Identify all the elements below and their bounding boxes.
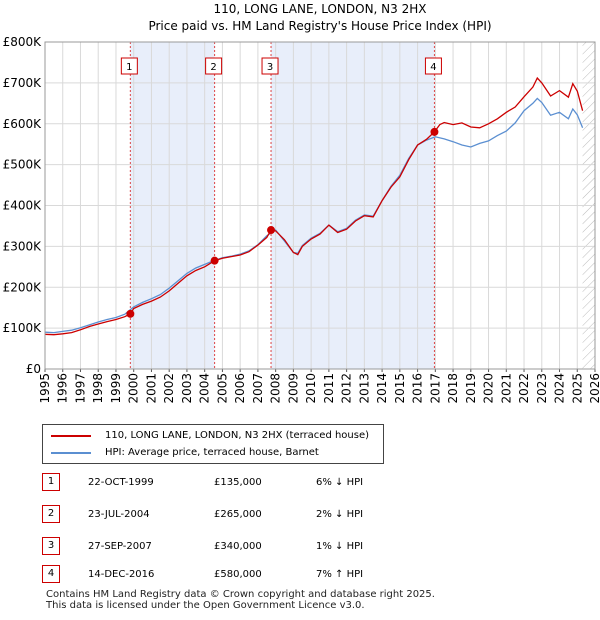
y-tick-label: £800K [3,35,43,49]
transaction-date: 22-OCT-1999 [88,477,154,488]
x-tick-label: 1997 [73,373,87,404]
x-tick-label: 2005 [215,373,229,404]
x-tick-label: 1996 [56,373,70,404]
transaction-hpi: 2% ↓ HPI [316,509,364,520]
x-tick-label: 2013 [357,373,371,404]
y-tick-label: £400K [3,199,43,213]
y-tick-label: £100K [3,321,43,335]
x-tick-label: 2000 [127,373,141,404]
chart-title: 110, LONG LANE, LONDON, N3 2HX [214,2,427,16]
x-tick-label: 2003 [180,373,194,404]
x-tick-label: 2014 [375,373,389,404]
x-tick-label: 2008 [269,373,283,404]
legend-line-hpi [51,452,91,454]
x-tick-label: 2004 [198,373,212,404]
x-tick-label: 2011 [322,373,336,404]
x-tick-label: 2015 [393,373,407,404]
transaction-number: 1 [42,473,60,491]
y-tick-label: £200K [3,280,43,294]
y-tick-label: £500K [3,158,43,172]
x-tick-label: 2002 [162,373,176,404]
sale-point [267,226,276,235]
transaction-date: 23-JUL-2004 [88,509,150,520]
footer-licence: This data is licensed under the Open Gov… [46,600,365,611]
x-tick-label: 2010 [304,373,318,404]
transaction-label-box [424,57,442,75]
x-tick-label: 2009 [286,373,300,404]
transaction-label: 4 [430,62,436,73]
transaction-label: 3 [267,62,273,73]
x-tick-label: 1999 [109,373,123,404]
transaction-label: 1 [126,62,132,73]
y-tick-label: £600K [3,117,43,131]
sale-point [210,256,219,265]
legend-line-property [51,435,91,437]
transaction-price: £340,000 [214,541,262,552]
x-tick-label: 2021 [499,373,513,404]
x-tick-label: 2023 [535,373,549,404]
transaction-label-box [120,57,138,75]
x-tick-label: 2012 [340,373,354,404]
x-tick-label: 2006 [233,373,247,404]
transaction-price: £135,000 [214,477,262,488]
x-tick-label: 2025 [570,373,584,404]
x-tick-label: 2024 [553,373,567,404]
y-tick-label: £300K [3,239,43,253]
transaction-number: 3 [42,537,60,555]
footer: Contains HM Land Registry data © Crown c… [46,589,435,611]
transaction-number: 2 [42,505,60,523]
x-tick-label: 1995 [38,373,52,404]
transaction-hpi: 6% ↓ HPI [316,477,364,488]
x-tick-label: 2019 [464,373,478,404]
y-tick-label: £0 [26,362,41,376]
transaction-hpi: 1% ↓ HPI [316,541,364,552]
transaction-number: 4 [42,565,60,583]
transaction-label-box [205,57,223,75]
transaction-label: 2 [210,62,216,73]
sale-point [430,127,439,136]
price-chart: 110, LONG LANE, LONDON, N3 2HX Price pai… [3,2,600,404]
transaction-price: £265,000 [214,509,262,520]
legend-label-property: 110, LONG LANE, LONDON, N3 2HX (terraced… [105,430,370,441]
x-tick-label: 1998 [91,373,105,404]
transaction-price: £580,000 [214,569,262,580]
x-tick-label: 2001 [144,373,158,404]
x-tick-label: 2017 [428,373,442,404]
transaction-label-box [261,57,279,75]
property-series-line [44,76,584,336]
sale-point [126,309,135,318]
legend: 110, LONG LANE, LONDON, N3 2HX (terraced… [42,424,384,464]
legend-label-hpi: HPI: Average price, terraced house, Barn… [105,447,319,458]
chart-subtitle: Price paid vs. HM Land Registry's House … [148,19,491,33]
plot-border [44,41,596,370]
x-tick-label: 2018 [446,373,460,404]
x-tick-label: 2007 [251,373,265,404]
transaction-hpi: 7% ↑ HPI [316,569,364,580]
x-tick-label: 2026 [588,373,600,404]
x-tick-label: 2016 [411,373,425,404]
transaction-date: 14-DEC-2016 [88,569,155,580]
x-tick-label: 2020 [482,373,496,404]
y-tick-label: £700K [3,76,43,90]
transaction-date: 27-SEP-2007 [88,541,152,552]
x-tick-label: 2022 [517,373,531,404]
footer-copyright: Contains HM Land Registry data © Crown c… [46,589,435,600]
